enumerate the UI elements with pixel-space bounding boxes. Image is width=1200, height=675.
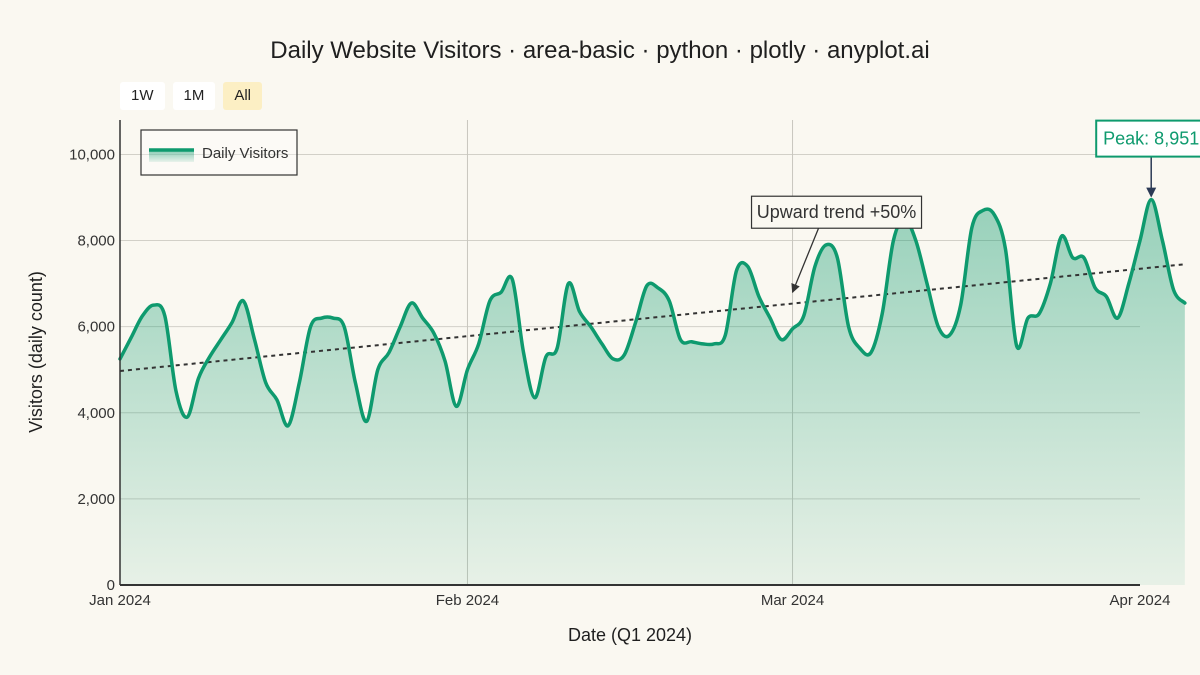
y-tick-label: 8,000 [77, 233, 115, 250]
y-tick-label: 6,000 [77, 319, 115, 336]
y-tick-label: 0 [107, 577, 115, 594]
x-tick-label: Apr 2024 [1110, 592, 1171, 609]
peak-annotation-label: Peak: 8,951 [1103, 129, 1199, 149]
y-tick-label: 4,000 [77, 405, 115, 422]
trend-line [119, 263, 1185, 373]
y-axis-title: Visitors (daily count) [26, 271, 46, 433]
y-axis-ticks: 0 2,000 4,000 6,000 8,000 10,000 [69, 146, 115, 594]
range-selector: 1W 1M All [120, 82, 263, 110]
peak-annotation: Peak: 8,951 [1095, 119, 1200, 198]
series-area-fill [120, 199, 1185, 585]
y-tick-label: 10,000 [69, 146, 115, 163]
x-axis-title: Date (Q1 2024) [568, 625, 692, 645]
x-tick-label: Jan 2024 [89, 592, 151, 609]
series-line[interactable] [118, 197, 1187, 428]
legend-item-label: Daily Visitors [202, 145, 288, 162]
range-button-all[interactable]: All [223, 82, 263, 110]
trend-annotation-label: Upward trend +50% [757, 202, 917, 222]
range-button-1m[interactable]: 1M [172, 82, 216, 110]
y-tick-label: 2,000 [77, 491, 115, 508]
trend-annotation: Upward trend +50% [750, 195, 923, 294]
range-button-1w[interactable]: 1W [120, 82, 165, 110]
chart-title: Daily Website Visitors · area-basic · py… [270, 37, 930, 64]
x-tick-label: Feb 2024 [436, 592, 499, 609]
legend[interactable]: Daily Visitors [140, 129, 298, 176]
x-axis-ticks: Jan 2024 Feb 2024 Mar 2024 Apr 2024 [89, 592, 1170, 609]
x-tick-label: Mar 2024 [761, 592, 824, 609]
legend-swatch-fill [149, 150, 194, 162]
